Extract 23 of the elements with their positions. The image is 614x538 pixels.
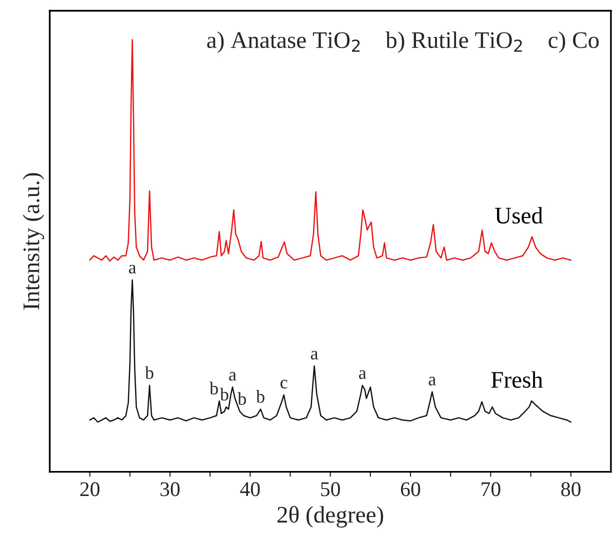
x-tick-label: 60	[400, 482, 420, 496]
annotation: a	[359, 370, 366, 379]
annotation: b	[238, 392, 246, 405]
annotation: a	[229, 372, 236, 381]
x-tick-label: 70	[482, 482, 500, 496]
x-tick-label: 50	[321, 482, 340, 496]
x-tick-label: 80	[561, 482, 580, 496]
annotation: b	[256, 390, 264, 403]
text: a) Anatase TiO$_{2}$ b) Rutile TiO$_{2}$ c) Co	[207, 32, 599, 53]
annotation: c	[280, 380, 288, 388]
annotation: a	[128, 264, 136, 274]
annotation: b	[220, 388, 228, 401]
annotation: a	[310, 350, 318, 360]
x-tick-label: 30	[160, 482, 180, 496]
x-axis-title: 2θ (degree)	[278, 506, 384, 528]
y-axis-title: Intensity (a.u.)	[22, 173, 44, 310]
x-tick-label: 40	[240, 482, 260, 496]
series-label: Used	[495, 207, 543, 224]
annotation: b	[145, 366, 154, 379]
annotation: a	[428, 376, 436, 386]
x-tick-label: 20	[80, 482, 100, 496]
series-label: Fresh	[491, 371, 543, 388]
annotation: b	[210, 382, 218, 395]
